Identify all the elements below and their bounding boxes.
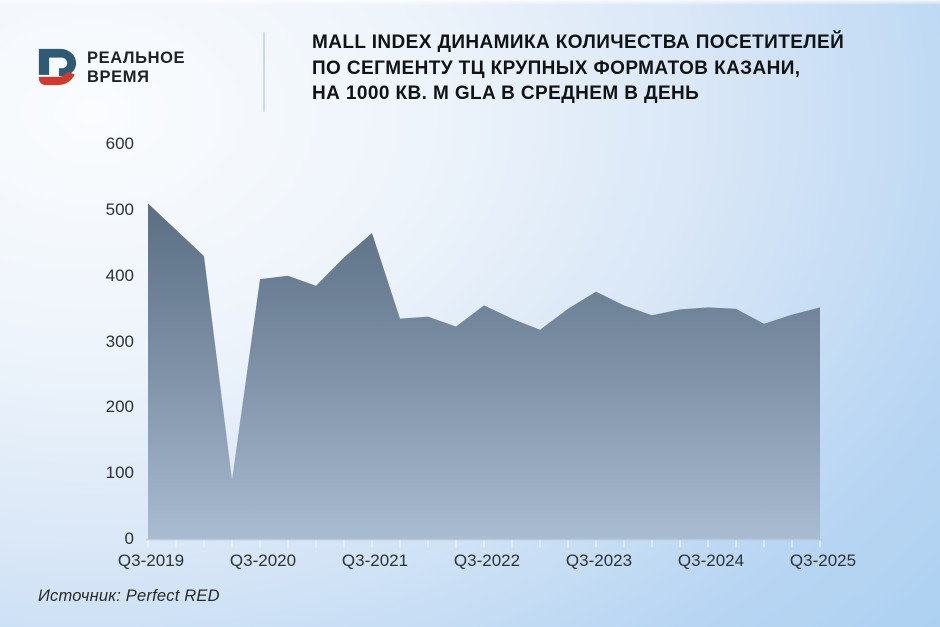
x-axis-label: Q3-2020	[229, 551, 297, 570]
brand-name: РЕАЛЬНОЕ ВРЕМЯ	[87, 46, 185, 86]
axis-tick	[595, 540, 597, 548]
x-axis-label: Q3-2024	[677, 551, 745, 570]
x-axis-label: Q3-2023	[565, 551, 633, 570]
realnoe-vremya-logo-icon	[38, 48, 77, 86]
brand-name-line1: РЕАЛЬНОЕ	[87, 49, 186, 67]
y-axis-label: 100	[105, 463, 134, 483]
axis-tick	[539, 540, 541, 548]
y-axis-label: 200	[105, 397, 134, 417]
axis-tick	[483, 540, 485, 548]
y-axis-label: 300	[105, 331, 134, 351]
axis-tick	[791, 540, 793, 548]
chart-title-line1: MALL INDEX ДИНАМИКА КОЛИЧЕСТВА ПОСЕТИТЕЛ…	[312, 32, 845, 53]
x-axis-label: Q3-2021	[341, 551, 409, 570]
x-axis-label: Q3-2022	[453, 551, 521, 570]
y-axis-label: 600	[105, 134, 134, 154]
axis-tick	[287, 540, 289, 548]
axis-tick	[819, 540, 821, 548]
axis-tick	[511, 540, 513, 548]
axis-tick	[399, 540, 401, 548]
source-text: Источник: Perfect RED	[38, 587, 220, 605]
x-axis-label: Q3-2019	[117, 551, 185, 570]
area-series	[148, 203, 820, 539]
axis-tick	[343, 540, 345, 548]
brand-name-line2: ВРЕМЯ	[87, 67, 150, 86]
axis-tick	[203, 540, 205, 548]
header-divider	[263, 32, 265, 112]
axis-tick	[763, 540, 765, 548]
chart-title-line2: ПО СЕГМЕНТУ ТЦ КРУПНЫХ ФОРМАТОВ КАЗАНИ,	[312, 57, 801, 79]
axis-tick	[623, 540, 625, 548]
axis-tick	[651, 540, 653, 548]
axis-tick	[567, 540, 569, 548]
axis-tick	[259, 540, 261, 548]
axis-tick	[679, 540, 681, 548]
x-axis	[146, 539, 822, 548]
axis-tick	[147, 540, 149, 548]
x-axis-label: Q3-2025	[789, 551, 857, 570]
axis-tick	[371, 540, 373, 548]
axis-tick	[707, 540, 709, 548]
axis-tick	[735, 540, 737, 548]
axis-tick	[315, 540, 317, 548]
chart-title: MALL INDEX ДИНАМИКА КОЛИЧЕСТВА ПОСЕТИТЕЛ…	[312, 30, 922, 107]
y-axis-label: 500	[105, 200, 134, 219]
chart-title-line3: НА 1000 КВ. М GLA В СРЕДНЕМ В ДЕНЬ	[312, 83, 700, 104]
y-axis-label: 400	[105, 265, 134, 285]
axis-tick	[427, 540, 429, 548]
brand-logo: РЕАЛЬНОЕ ВРЕМЯ	[37, 46, 185, 88]
axis-tick	[175, 540, 177, 548]
axis-baseline	[146, 539, 822, 541]
axis-tick	[455, 540, 457, 548]
axis-tick	[231, 540, 233, 548]
y-axis-label: 0	[124, 529, 134, 548]
